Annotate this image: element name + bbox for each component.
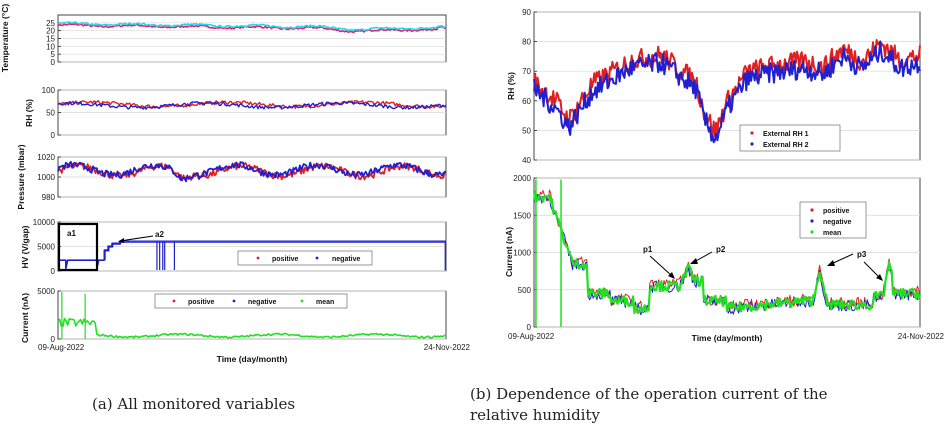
y-tick-label: 0 — [51, 267, 56, 276]
y-tick-label: 1020 — [37, 153, 55, 162]
annotation-box-a1 — [57, 222, 99, 272]
y-tick-label: 50 — [46, 109, 55, 118]
annotation-a2-arrowhead — [118, 238, 124, 243]
annotation-p3-arrowhead — [827, 260, 835, 266]
hv-series-negative — [103, 240, 446, 261]
rh-b-y-label: RH (%) — [506, 72, 516, 100]
y-tick-label: 10 — [46, 42, 55, 51]
hv-legend-marker-positive — [256, 256, 260, 260]
current-b-legend-positive: positive — [823, 208, 850, 215]
annotation-p2: p2 — [716, 245, 726, 254]
current-a-legend-marker-positive — [172, 299, 176, 303]
y-tick-label: 1000 — [513, 249, 531, 258]
annotation-p1-arrow — [649, 255, 673, 277]
y-tick-label: 0 — [51, 131, 56, 140]
y-tick-label: 15 — [46, 35, 55, 44]
current-b-legend-marker-positive — [810, 208, 814, 212]
y-tick-label: 1000 — [37, 173, 55, 182]
y-tick-label: 80 — [522, 38, 531, 47]
current-b-series-mean — [532, 190, 922, 315]
rh-a-series-2 — [57, 100, 447, 110]
current-b-legend-negative: negative — [823, 219, 852, 226]
temperature-series-2 — [57, 21, 447, 32]
annotation-p3-arrow-2 — [863, 261, 881, 279]
y-tick-label: 5000 — [37, 287, 55, 296]
annotation-a2: a2 — [155, 230, 164, 239]
y-tick-label: 40 — [522, 156, 531, 165]
annotation-p2-arrowhead — [690, 258, 698, 264]
pressure-series-2 — [57, 161, 447, 183]
rh-b-series-1 — [533, 39, 921, 138]
caption-b-line1: (b) Dependence of the operation current … — [470, 385, 828, 403]
hv-legend-negative: negative — [332, 256, 361, 263]
y-tick-label: 1500 — [513, 211, 531, 220]
y-tick-label: 0 — [51, 58, 56, 67]
hv-legend — [237, 250, 373, 266]
annotation-a1: a1 — [67, 229, 76, 238]
current-a-y-label: Current (nA) — [20, 293, 30, 343]
annotation-a2-arrow — [119, 235, 154, 242]
current-b-y-label: Current (nA) — [504, 227, 514, 277]
current-b-x-tick-start: 09-Aug-2022 — [508, 332, 555, 341]
current-a-legend-positive: positive — [188, 299, 215, 306]
annotation-p3-arrow — [830, 253, 854, 265]
y-tick-label: 25 — [46, 19, 55, 28]
current-a-legend-negative: negative — [248, 299, 277, 306]
temperature-y-label: Temperature (°C) — [0, 4, 10, 73]
current-b-x-label: Time (day/month) — [692, 333, 763, 343]
rh-b-legend — [739, 124, 841, 152]
caption-a: (a) All monitored variables — [92, 395, 296, 413]
current-b-legend-marker-mean — [810, 230, 814, 234]
temperature-series-1 — [57, 23, 447, 34]
y-tick-label: 70 — [522, 67, 531, 76]
annotation-p3-arrowhead-2 — [876, 274, 883, 281]
y-tick-label: 500 — [518, 286, 532, 295]
caption-b-line2: relative humidity — [470, 406, 600, 424]
current-a-legend — [154, 293, 348, 309]
annotation-p3: p3 — [857, 250, 867, 259]
current-a-x-tick-end: 24-Nov-2022 — [424, 343, 471, 352]
annotation-p1-arrowhead — [668, 272, 675, 279]
rh-a-y-label: RH (%) — [24, 99, 34, 127]
current-b-legend-mean: mean — [823, 230, 841, 237]
current-a-legend-mean: mean — [316, 299, 334, 306]
y-tick-label: 20 — [46, 27, 55, 36]
rh-b-legend-2: External RH 2 — [763, 142, 809, 149]
y-tick-label: 2000 — [513, 174, 531, 183]
annotation-p2-arrow — [693, 251, 713, 263]
current-a-x-tick-start: 09-Aug-2022 — [38, 343, 85, 352]
hv-legend-marker-negative — [315, 256, 319, 260]
y-tick-label: 90 — [522, 8, 531, 17]
rh-b-legend-1: External RH 1 — [763, 131, 809, 138]
hv-legend-positive: positive — [272, 256, 299, 263]
current-a-x-label: Time (day/month) — [217, 354, 288, 364]
rh-a-series-1 — [57, 100, 447, 109]
rh-b-legend-marker-2 — [750, 142, 754, 146]
y-tick-label: 980 — [42, 193, 56, 202]
rh-b-series-2 — [533, 40, 921, 144]
y-tick-label: 0 — [51, 335, 56, 344]
current-a-legend-marker-mean — [300, 299, 304, 303]
hv-y-label: HV (V/gap) — [20, 225, 30, 268]
y-tick-label: 50 — [522, 126, 531, 135]
y-tick-label: 100 — [42, 86, 56, 95]
current-b-legend-marker-negative — [810, 219, 814, 223]
y-tick-label: 5 — [51, 50, 56, 59]
annotation-p1: p1 — [643, 245, 653, 254]
current-b-x-tick-end: 24-Nov-2022 — [898, 332, 945, 341]
current-a-legend-marker-negative — [232, 299, 236, 303]
pressure-y-label: Pressure (mbar) — [16, 144, 26, 209]
y-tick-label: 60 — [522, 97, 531, 106]
hv-series-ramp — [58, 259, 105, 270]
y-tick-label: 5000 — [37, 243, 55, 252]
current-a-series-mean — [57, 317, 447, 339]
y-tick-label: 0 — [527, 323, 532, 332]
y-tick-label: 10000 — [33, 218, 56, 227]
rh-b-legend-marker-1 — [750, 131, 754, 135]
